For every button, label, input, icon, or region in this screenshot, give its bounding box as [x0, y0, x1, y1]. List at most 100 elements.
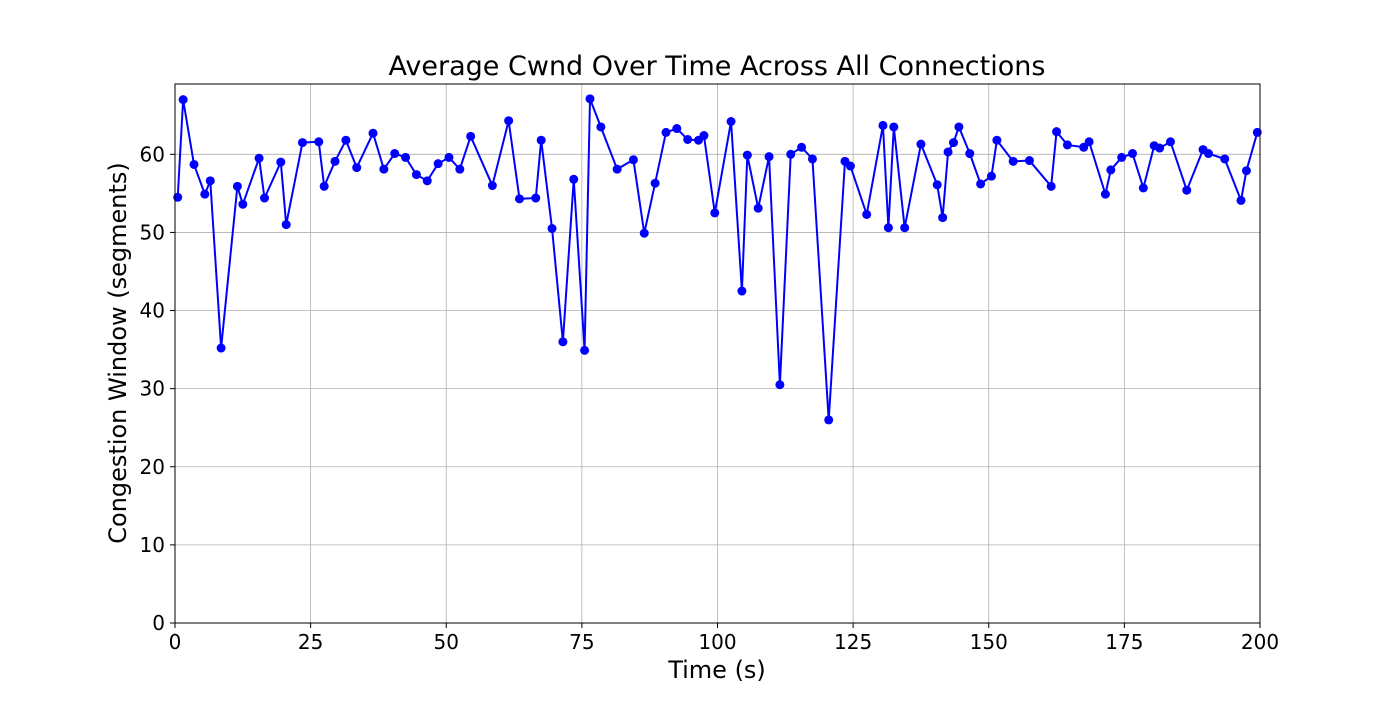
data-point [1203, 149, 1213, 159]
data-point [650, 178, 660, 188]
y-tick-label: 30 [140, 377, 165, 401]
data-point [297, 138, 307, 148]
data-point [1079, 142, 1089, 152]
data-point [737, 286, 747, 296]
data-point [254, 153, 264, 163]
data-point [455, 164, 465, 174]
data-point [612, 164, 622, 174]
data-point [1062, 140, 1072, 150]
data-point [764, 152, 774, 162]
data-point [531, 193, 541, 203]
y-tick-label: 40 [140, 299, 165, 323]
data-point [1084, 137, 1094, 147]
data-point [319, 181, 329, 191]
data-point [775, 380, 785, 390]
data-point [585, 94, 595, 104]
y-tick-label: 10 [140, 533, 165, 557]
data-point [639, 228, 649, 238]
data-point [862, 209, 872, 219]
data-point [797, 142, 807, 152]
data-point [1182, 185, 1192, 195]
series-layer [173, 94, 1262, 425]
data-point [878, 120, 888, 130]
data-point [699, 131, 709, 141]
data-point [411, 170, 421, 180]
data-point [672, 124, 682, 134]
data-point [276, 157, 286, 167]
data-point [943, 147, 953, 157]
y-tick-label: 60 [140, 142, 165, 166]
data-point [281, 220, 291, 230]
data-point [683, 134, 693, 144]
y-tick-label: 0 [152, 611, 165, 635]
data-point [390, 149, 400, 159]
data-point [444, 152, 454, 162]
data-point [401, 152, 411, 162]
x-tick-label: 200 [1241, 630, 1279, 654]
x-tick-label: 100 [698, 630, 736, 654]
data-point [824, 415, 834, 425]
data-point [1241, 166, 1251, 176]
y-axis-title: Congestion Window (segments) [104, 162, 132, 544]
y-tick-label: 50 [140, 220, 165, 244]
x-tick-label: 175 [1105, 630, 1143, 654]
data-point [807, 154, 817, 164]
data-point [536, 135, 546, 145]
data-point [314, 137, 324, 147]
data-point [1052, 127, 1062, 137]
data-point [1117, 152, 1127, 162]
data-point [1100, 189, 1110, 199]
data-point [1128, 149, 1138, 159]
data-point [189, 159, 199, 169]
data-point [948, 138, 958, 148]
data-point [466, 131, 476, 141]
data-point [710, 208, 720, 218]
data-point [341, 135, 351, 145]
data-point [845, 161, 855, 171]
data-point [558, 337, 568, 347]
data-point [1046, 181, 1056, 191]
data-point [786, 149, 796, 159]
x-axis-title: Time (s) [667, 656, 766, 684]
data-point [726, 116, 736, 126]
data-point [938, 213, 948, 223]
data-point [742, 150, 752, 160]
data-point [569, 174, 579, 184]
x-tick-label: 150 [970, 630, 1008, 654]
data-point [986, 171, 996, 181]
x-tick-label: 75 [569, 630, 594, 654]
data-point [422, 176, 432, 186]
y-tick-label: 20 [140, 455, 165, 479]
data-point [992, 135, 1002, 145]
data-point [232, 181, 242, 191]
data-point [216, 343, 226, 353]
data-point [628, 155, 638, 165]
data-point [1138, 183, 1148, 193]
data-point [368, 128, 378, 138]
data-point [932, 180, 942, 190]
data-point [889, 122, 899, 132]
data-point [260, 193, 270, 203]
data-point [433, 159, 443, 169]
data-point [379, 164, 389, 174]
axis-ticks: 0 25 50 75 100 125 150 175 200 0 10 20 30 40 50 60 [140, 142, 1280, 654]
data-point [900, 223, 910, 233]
x-tick-label: 125 [834, 630, 872, 654]
data-point [954, 122, 964, 132]
data-point [1106, 165, 1116, 175]
data-point [965, 149, 975, 159]
data-point [1008, 156, 1018, 166]
data-point [200, 189, 210, 199]
data-point [205, 176, 215, 186]
data-point [1165, 137, 1175, 147]
data-point [1155, 143, 1165, 153]
data-point [580, 345, 590, 355]
data-point [178, 95, 188, 105]
x-tick-label: 25 [298, 630, 323, 654]
data-point [514, 194, 524, 204]
x-tick-label: 0 [169, 630, 182, 654]
data-point [661, 127, 671, 137]
x-tick-label: 50 [434, 630, 459, 654]
